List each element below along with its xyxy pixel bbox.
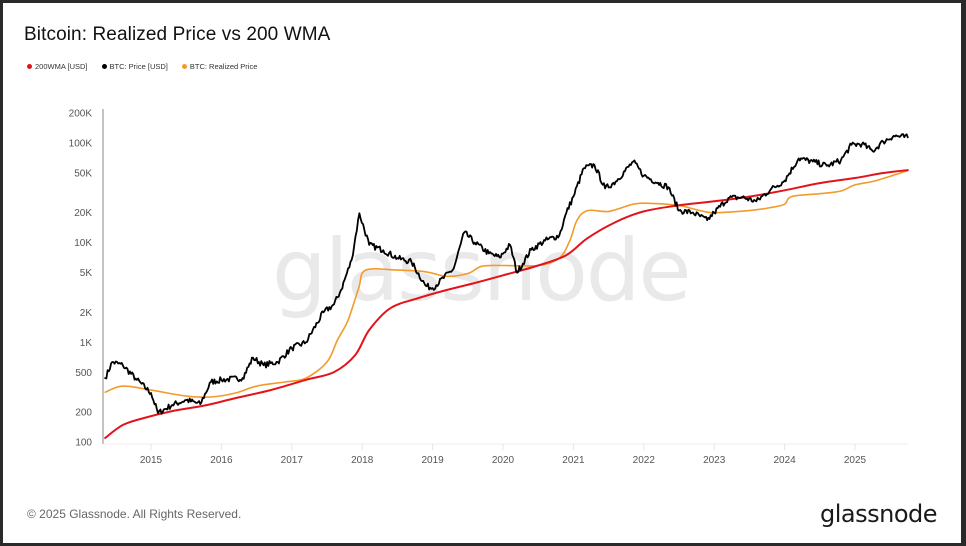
y-tick-label: 200K — [69, 109, 93, 120]
x-tick-label: 2017 — [281, 455, 304, 466]
y-tick-label: 20K — [74, 208, 92, 219]
y-tick-label: 2K — [80, 308, 93, 319]
series-line-btc-price — [104, 133, 909, 415]
x-tick-label: 2023 — [703, 455, 726, 466]
legend-dot-icon — [101, 64, 107, 69]
legend-label: 200WMA [USD] — [35, 62, 88, 71]
legend-item-200wma[interactable]: 200WMA [USD] — [27, 62, 88, 71]
x-tick-label: 2015 — [140, 455, 163, 466]
chart-title: Bitcoin: Realized Price vs 200 WMA — [24, 24, 331, 45]
y-tick-label: 100K — [69, 139, 93, 150]
y-tick-label: 200 — [75, 407, 92, 418]
axes: 100 200 500 1K 2K 5K 10K 20K 50K 100K 200K 2015 2016… — [69, 109, 908, 466]
legend-label: BTC: Price [USD] — [109, 62, 168, 71]
series-layer — [104, 133, 909, 439]
y-tick-label: 1K — [80, 338, 93, 349]
x-tick-label: 2022 — [633, 455, 656, 466]
legend-item-realized-price[interactable]: BTC: Realized Price — [181, 62, 258, 71]
legend-dot-icon — [181, 64, 187, 69]
watermark: glassnode — [272, 221, 689, 321]
x-tick-label: 2024 — [773, 455, 796, 466]
x-tick-label: 2020 — [492, 455, 515, 466]
y-tick-label: 10K — [74, 238, 92, 249]
copyright-text: © 2025 Glassnode. All Rights Reserved. — [27, 507, 242, 521]
y-tick-label: 50K — [74, 169, 92, 180]
y-tick-label: 5K — [80, 268, 93, 279]
series-line-realized-price — [104, 169, 909, 399]
brand-logo: glassnode — [820, 500, 938, 528]
series-line-200wma — [104, 169, 909, 439]
legend-item-btc-price[interactable]: BTC: Price [USD] — [101, 62, 168, 71]
x-tick-label: 2019 — [421, 455, 444, 466]
legend: 200WMA [USD] BTC: Price [USD] BTC: Reali… — [27, 62, 257, 71]
y-tick-label: 100 — [75, 438, 92, 449]
legend-label: BTC: Realized Price — [189, 62, 258, 71]
legend-dot-icon — [27, 64, 32, 69]
x-tick-label: 2018 — [351, 455, 374, 466]
x-tick-label: 2016 — [210, 455, 233, 466]
y-tick-label: 500 — [75, 368, 92, 379]
chart-frame — [3, 3, 961, 543]
x-tick-label: 2021 — [562, 455, 585, 466]
x-tick-label: 2025 — [844, 455, 867, 466]
